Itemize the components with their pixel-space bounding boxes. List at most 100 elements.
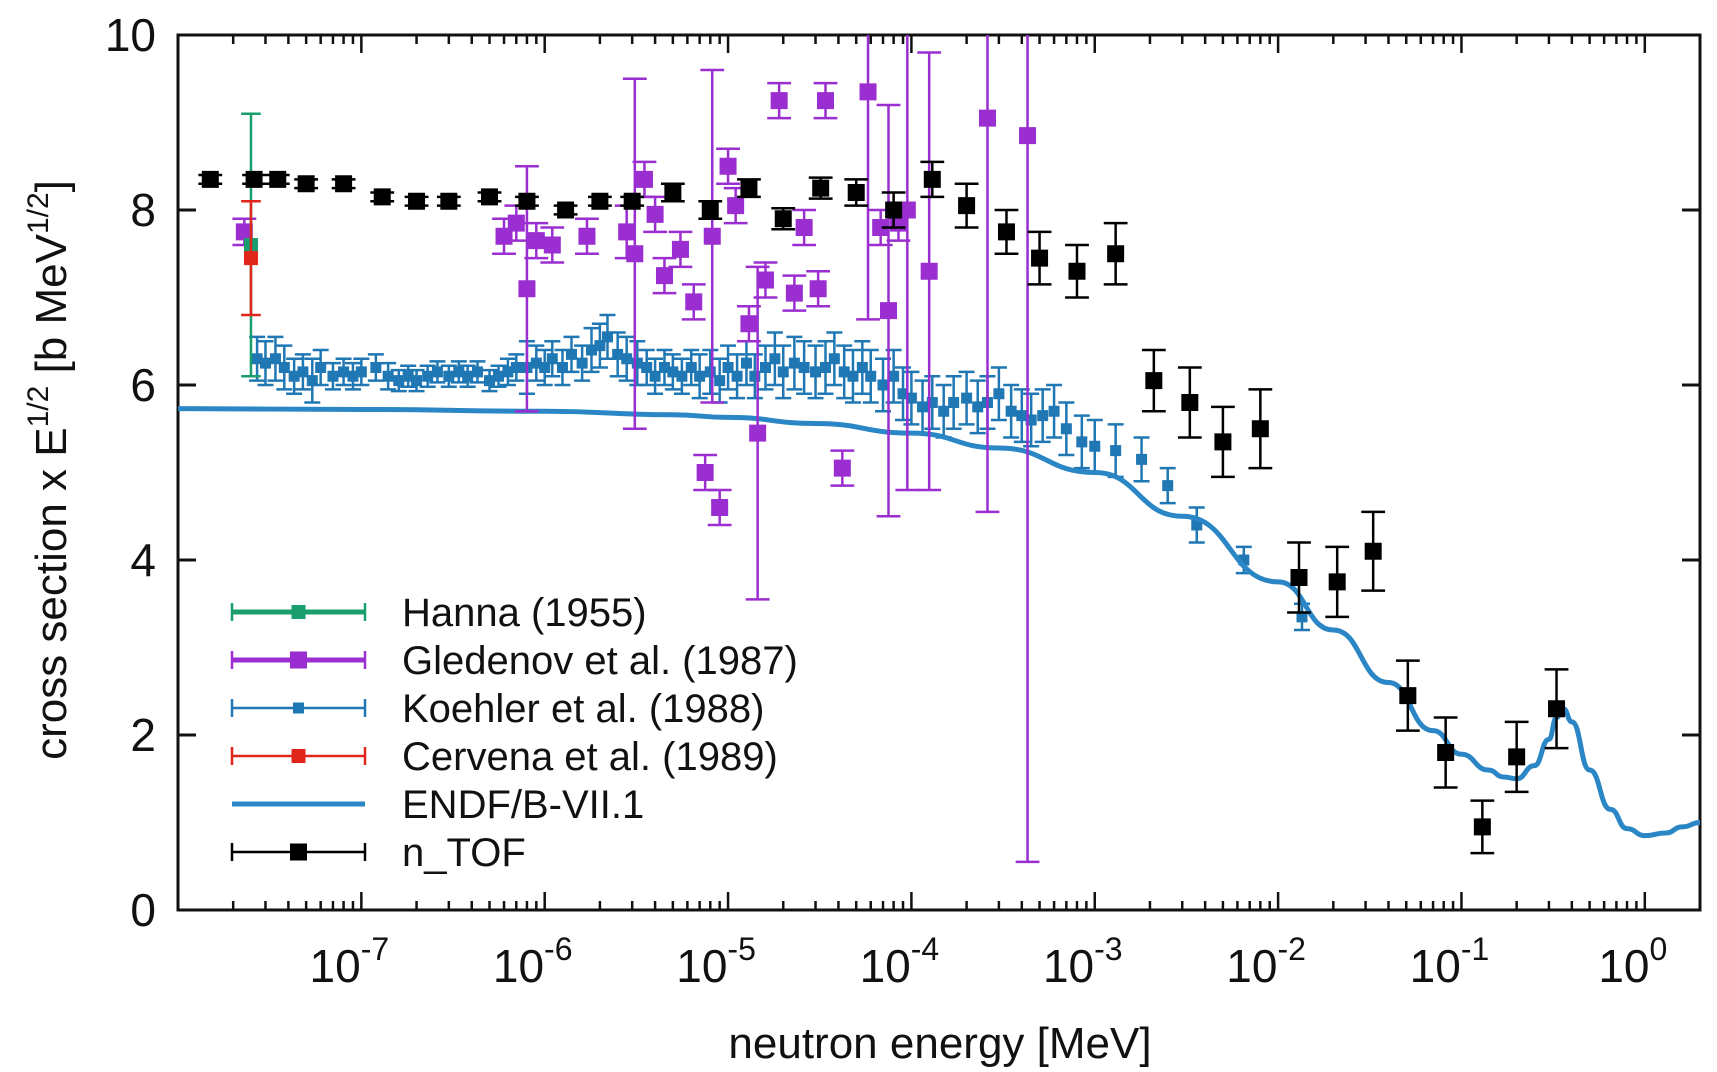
legend-marker (290, 843, 307, 861)
data-point (809, 280, 827, 298)
data-point (1068, 262, 1086, 280)
data-point (917, 401, 929, 413)
legend-marker (291, 749, 306, 763)
data-point (408, 192, 426, 210)
data-point (828, 353, 840, 365)
data-point (578, 227, 596, 245)
data-point (402, 370, 414, 382)
data-point (243, 251, 258, 266)
data-point (510, 362, 522, 373)
legend-label: Cervena et al. (1989) (402, 735, 778, 779)
y-axis-title-units: [b MeV (27, 233, 76, 385)
data-point (819, 362, 831, 373)
data-point (1110, 445, 1122, 457)
legend-entry: Hanna (1955) (230, 591, 647, 635)
data-point (655, 267, 673, 285)
data-point (885, 201, 903, 219)
data-point (315, 362, 327, 373)
data-point (646, 205, 664, 223)
y-axis-title: cross section x E1/2 [b MeV1/2] (22, 180, 76, 760)
data-point (631, 357, 643, 369)
data-point (297, 366, 309, 378)
data-point (1251, 420, 1269, 438)
data-point (777, 366, 789, 378)
data-point (756, 271, 774, 289)
data-point (1031, 249, 1049, 267)
data-point (1290, 569, 1308, 586)
data-point (355, 366, 367, 378)
data-point (676, 370, 688, 382)
data-point (586, 344, 598, 356)
data-point (993, 388, 1005, 400)
data-point (731, 370, 743, 382)
legend-entry: Cervena et al. (1989) (230, 735, 778, 779)
x-tick-label: 10-5 (676, 931, 756, 992)
data-point (1191, 519, 1203, 531)
data-point (278, 362, 290, 373)
data-point (920, 262, 938, 280)
data-point (978, 109, 996, 127)
data-point (719, 157, 737, 175)
legend-entry: ENDF/B-VII.1 (232, 783, 644, 827)
data-point (1437, 744, 1455, 761)
data-point (1214, 433, 1232, 451)
data-point (484, 375, 496, 387)
data-point (518, 192, 536, 210)
data-point (245, 170, 263, 188)
data-point (785, 284, 803, 302)
data-point (810, 366, 822, 378)
data-point (1399, 687, 1417, 705)
data-point (235, 223, 253, 241)
legend-entry: n_TOF (230, 831, 526, 875)
data-point (926, 397, 938, 408)
data-point (557, 201, 575, 219)
data-point (1060, 423, 1072, 435)
data-point (795, 219, 813, 236)
data-point (269, 353, 281, 365)
data-point (685, 362, 697, 373)
data-point (948, 397, 960, 408)
legend-marker (290, 651, 307, 669)
data-point (740, 357, 752, 369)
data-point (347, 370, 359, 382)
data-point (958, 197, 976, 215)
data-point (703, 227, 721, 245)
plot-frame (176, 33, 1702, 912)
data-point (1548, 700, 1566, 718)
data-point (1025, 414, 1037, 426)
legend-label: Hanna (1955) (402, 591, 647, 635)
data-point (543, 236, 561, 254)
data-point (714, 375, 726, 387)
data-point (623, 192, 641, 210)
x-tick-label: 10-1 (1410, 931, 1490, 992)
data-point (1473, 818, 1491, 836)
data-point (774, 210, 792, 228)
legend-entry: Gledenov et al. (1987) (230, 639, 798, 683)
data-point (838, 366, 850, 378)
data-point (658, 362, 670, 373)
data-point (1005, 405, 1017, 417)
x-tick-label: 10-6 (493, 931, 573, 992)
data-point (259, 357, 271, 369)
data-point (502, 366, 514, 378)
data-point (621, 353, 633, 365)
data-point (422, 370, 434, 382)
data-point (635, 170, 653, 188)
data-point (411, 375, 423, 387)
x-tick-label: 10-3 (1043, 931, 1123, 992)
data-point (612, 348, 624, 360)
data-point (671, 240, 689, 258)
data-point (694, 370, 706, 382)
data-point (740, 315, 758, 333)
data-point (997, 223, 1015, 241)
y-tick-label: 0 (130, 884, 156, 936)
data-point (685, 293, 703, 311)
data-point (1136, 453, 1148, 465)
data-point (576, 357, 588, 369)
data-point (898, 201, 916, 219)
data-point (727, 197, 745, 215)
data-point (641, 362, 653, 373)
data-point (594, 340, 606, 352)
data-point (1089, 440, 1101, 452)
series-cervena-et-al-1989- (241, 200, 261, 317)
